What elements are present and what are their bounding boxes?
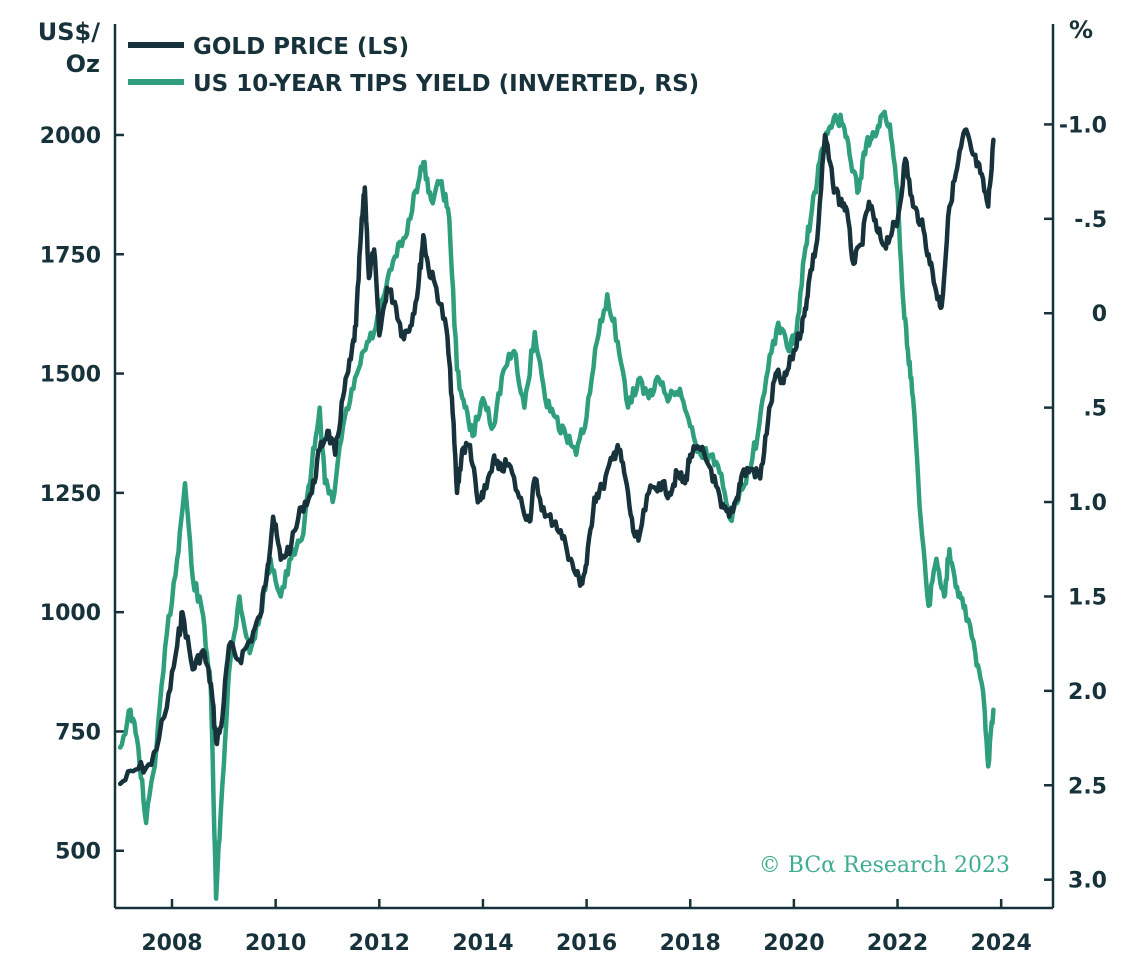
x-tick-label: 2012 xyxy=(349,931,410,956)
x-tick-label: 2008 xyxy=(141,931,202,956)
x-axis-ticks: 2008 2010 2012 2014 2016 2018 2020 2022 2024 xyxy=(141,899,1032,956)
left-axis-ticks: 2000 1750 1500 1250 1000 750 500 xyxy=(40,124,124,865)
left-axis-unit: US$/ Oz xyxy=(38,18,100,78)
right-tick-label: 0 xyxy=(1092,302,1107,327)
left-tick-label: 1250 xyxy=(40,482,101,507)
right-tick-label: 1.0 xyxy=(1068,491,1107,516)
left-tick-label: 750 xyxy=(55,720,101,745)
right-tick-label: 2.5 xyxy=(1068,774,1107,799)
left-unit-line: US$/ xyxy=(38,18,100,46)
left-tick-label: 2000 xyxy=(40,124,101,149)
legend-label-gold: GOLD PRICE (LS) xyxy=(193,34,409,60)
credit-text: © BCα Research 2023 xyxy=(759,853,1010,878)
right-tick-label: 3.0 xyxy=(1068,869,1107,894)
right-tick-label: 2.0 xyxy=(1068,680,1107,705)
x-tick-label: 2018 xyxy=(660,931,721,956)
chart-legend: GOLD PRICE (LS) US 10-YEAR TIPS YIELD (I… xyxy=(128,34,699,97)
x-tick-label: 2020 xyxy=(763,931,824,956)
right-tick-label: .5 xyxy=(1083,397,1107,422)
x-tick-label: 2022 xyxy=(867,931,928,956)
right-axis-unit: % xyxy=(1069,16,1093,44)
left-unit-line: Oz xyxy=(66,50,100,78)
right-axis-ticks: -1.0 -.5 0 .5 1.0 1.5 2.0 2.5 3.0 xyxy=(1044,113,1107,894)
chart-series-lines xyxy=(117,109,996,901)
x-tick-label: 2010 xyxy=(245,931,306,956)
right-tick-label: -1.0 xyxy=(1059,113,1107,138)
left-tick-label: 1500 xyxy=(40,363,101,388)
x-tick-label: 2014 xyxy=(452,931,513,956)
legend-label-tips: US 10-YEAR TIPS YIELD (INVERTED, RS) xyxy=(193,71,699,97)
chart-axes xyxy=(113,24,1055,910)
right-tick-label: -.5 xyxy=(1074,208,1107,233)
left-tick-label: 1000 xyxy=(40,601,101,626)
x-tick-label: 2024 xyxy=(971,931,1032,956)
left-tick-label: 1750 xyxy=(40,243,101,268)
right-tick-label: 1.5 xyxy=(1068,585,1107,610)
x-tick-label: 2016 xyxy=(556,931,617,956)
left-tick-label: 500 xyxy=(55,840,101,865)
gold-price-line xyxy=(117,127,996,787)
